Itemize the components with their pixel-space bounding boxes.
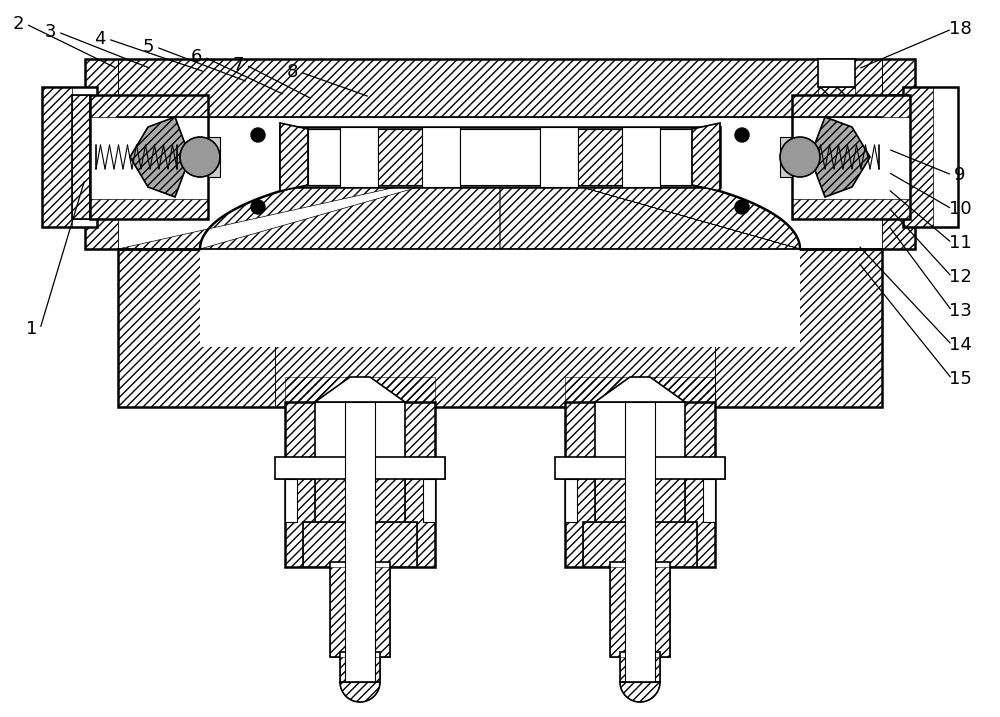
Circle shape [180,137,220,177]
Text: 10: 10 [949,200,971,218]
Bar [90,95,208,219]
Bar [85,59,915,249]
Text: 8: 8 [286,63,298,81]
Bar [303,522,417,567]
Bar [780,137,792,177]
Bar [208,137,220,177]
Bar [622,127,660,187]
Text: 9: 9 [954,166,966,184]
Bar [583,522,697,567]
Bar [460,129,540,185]
Circle shape [735,200,749,214]
Text: 3: 3 [44,23,56,41]
Polygon shape [315,377,405,402]
Text: 1: 1 [26,320,38,338]
Bar [792,95,910,219]
Text: 5: 5 [142,38,154,56]
Polygon shape [280,123,308,191]
Text: 2: 2 [12,15,24,33]
Bar [565,479,577,522]
Bar [340,127,378,187]
Polygon shape [818,59,855,87]
Text: 6: 6 [190,48,202,66]
Bar [625,402,655,682]
Bar [422,127,460,187]
Bar [330,562,390,657]
Bar [890,95,908,219]
Text: 18: 18 [949,20,971,38]
Bar [280,127,720,187]
Bar [378,129,422,185]
Bar [345,402,375,682]
Circle shape [735,128,749,142]
Circle shape [251,200,265,214]
Bar [565,402,715,567]
Text: 15: 15 [949,370,971,388]
Text: 11: 11 [949,234,971,252]
Bar [660,129,692,185]
Bar [308,129,340,185]
Text: 4: 4 [94,30,106,48]
Polygon shape [810,117,870,197]
Text: 13: 13 [949,302,971,320]
Polygon shape [130,117,190,197]
Bar [285,402,435,567]
Bar [620,652,660,682]
Bar [72,95,90,219]
Bar [285,479,297,522]
Bar [595,402,685,567]
Bar [340,652,380,682]
Bar [315,402,405,567]
Circle shape [780,137,820,177]
Bar [423,479,435,522]
Text: 12: 12 [949,268,971,286]
Bar [703,479,715,522]
Polygon shape [692,123,720,191]
Bar [578,129,622,185]
Bar [540,127,578,187]
Bar [903,87,958,227]
Bar [275,457,445,479]
Bar [118,249,882,407]
Circle shape [251,128,265,142]
Bar [610,562,670,657]
Bar [555,457,725,479]
Polygon shape [200,164,800,347]
Text: 14: 14 [949,336,971,354]
Polygon shape [595,377,685,402]
Text: 7: 7 [232,56,244,74]
Bar [42,87,97,227]
